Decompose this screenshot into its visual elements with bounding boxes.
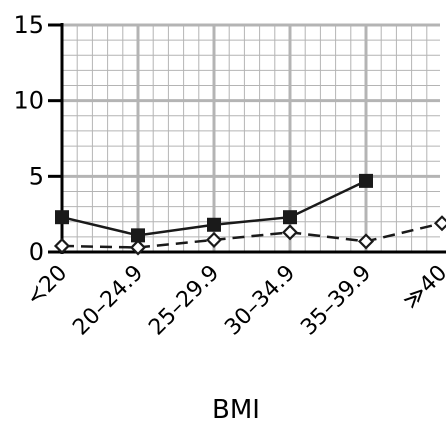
x-category-label: 20–24.9: [68, 261, 148, 341]
x-axis-title: BMI: [212, 395, 260, 425]
y-tick-label: 15: [13, 11, 44, 39]
x-category-label: ≫40: [398, 261, 446, 315]
data-point-diamond: [357, 233, 375, 250]
grid-major-lines: [62, 23, 440, 252]
y-tick-label: 0: [29, 238, 44, 266]
y-tick-label: 10: [13, 87, 44, 115]
data-point-square: [207, 217, 221, 232]
x-category-label: ≺20: [22, 261, 73, 312]
data-point-diamond: [53, 237, 71, 255]
data-point-diamond: [433, 215, 446, 232]
series-2: [53, 215, 446, 256]
x-category-label: 25–29.9: [144, 261, 224, 341]
data-point-square: [283, 210, 297, 225]
data-point-diamond: [205, 231, 223, 248]
series-1: [55, 173, 373, 243]
x-category-label: 30–34.9: [220, 261, 300, 341]
series-layer: [53, 173, 446, 256]
grid-minor-lines: [61, 24, 440, 253]
data-point-square: [359, 173, 373, 188]
y-tick-label: 5: [29, 162, 44, 190]
data-point-diamond: [129, 239, 147, 256]
y-axis-ticks: 0 5 10 15: [13, 11, 62, 266]
data-point-square: [55, 210, 69, 225]
axes: [60, 23, 446, 254]
series-2-line: [61, 222, 443, 249]
data-point-square: [131, 228, 145, 243]
data-point-diamond: [281, 224, 299, 241]
x-category-label: 35–39.9: [296, 261, 376, 341]
